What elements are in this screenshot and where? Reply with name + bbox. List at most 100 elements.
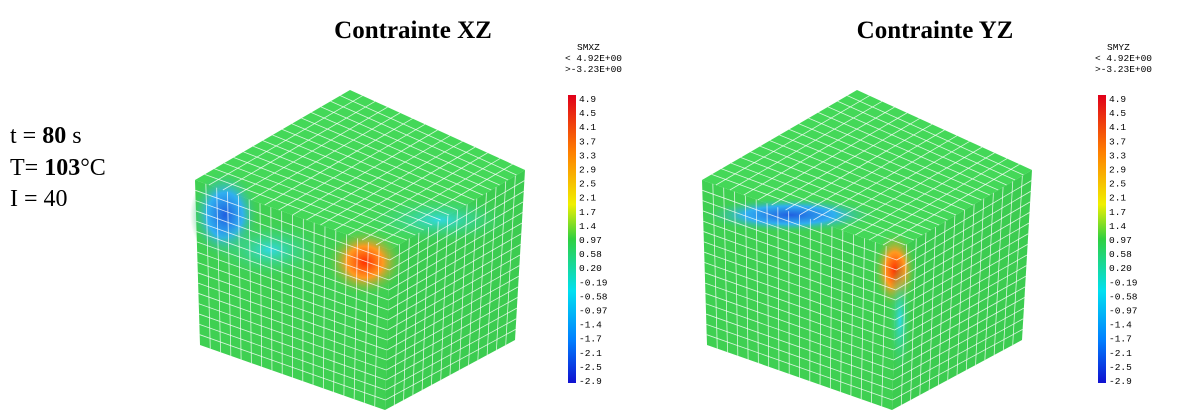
legend-level: 4.9 <box>579 94 596 105</box>
mesh-line <box>388 212 523 291</box>
color-bar <box>568 95 576 383</box>
mesh-line <box>311 112 492 191</box>
legend-level: 4.1 <box>1109 122 1126 133</box>
mesh-line <box>893 286 1026 361</box>
legend-level: 2.5 <box>579 179 596 190</box>
legend-level: 1.7 <box>579 207 596 218</box>
mesh-line <box>330 100 509 181</box>
legend-title: SMYZ <box>1107 42 1130 53</box>
cube-face <box>892 170 1032 410</box>
mesh-line <box>385 307 518 381</box>
mesh-line <box>386 286 519 361</box>
legend-level: 2.9 <box>579 165 596 176</box>
mesh-line <box>896 190 1031 271</box>
mesh-line <box>893 265 1027 341</box>
mesh-line <box>195 189 390 261</box>
condition: I = 40 <box>10 186 68 212</box>
mesh-line <box>198 293 387 361</box>
panel-title: Contrainte YZ <box>857 17 1014 44</box>
mesh-line <box>198 303 387 371</box>
mesh-line <box>703 231 896 301</box>
legend-level: -2.5 <box>579 362 602 373</box>
mesh-line <box>818 112 999 191</box>
legend-level: 0.58 <box>579 249 602 260</box>
mesh-line <box>223 162 416 236</box>
mesh-line <box>705 303 894 371</box>
mesh-line <box>386 265 520 341</box>
legend-max: < 4.92E+00 <box>1095 53 1152 64</box>
legend-level: -0.19 <box>1109 277 1138 288</box>
legend-level: 2.5 <box>1109 179 1126 190</box>
legend-level: 0.20 <box>579 263 602 274</box>
mesh-line <box>197 262 388 331</box>
mesh-line <box>243 151 433 226</box>
mesh-line <box>197 272 388 341</box>
panel: Contrainte XZ SMXZ< 4.92E+00>-3.23E+00 4.9… <box>190 17 622 410</box>
condition: t = 80 s <box>10 123 82 149</box>
mesh-line <box>262 140 450 216</box>
mesh-line <box>706 323 893 391</box>
mesh-line <box>894 244 1028 321</box>
mesh-line <box>387 233 522 311</box>
legend-level: -2.9 <box>1109 376 1132 387</box>
mesh-line <box>895 212 1030 291</box>
mesh-line <box>702 200 897 271</box>
legend-title: SMXZ <box>577 42 600 53</box>
mesh-line <box>789 129 974 206</box>
legend-level: 4.9 <box>1109 94 1126 105</box>
stress-region <box>325 227 405 297</box>
mesh-line <box>252 145 441 221</box>
mesh-line <box>706 334 893 401</box>
legend-level: 3.3 <box>1109 150 1126 161</box>
legend-level: 4.5 <box>579 108 596 119</box>
mesh-line <box>387 254 521 331</box>
mesh-line <box>808 117 990 196</box>
mesh-line <box>388 222 523 301</box>
mesh-line <box>847 95 1024 176</box>
mesh-line <box>198 313 387 381</box>
mesh-line <box>837 100 1016 181</box>
legend-level: 1.7 <box>1109 207 1126 218</box>
legend-level: -2.5 <box>1109 362 1132 373</box>
legend-level: 2.1 <box>1109 193 1126 204</box>
stress-region <box>210 220 330 280</box>
mesh-line <box>340 95 517 176</box>
mesh-line <box>893 297 1025 371</box>
mesh-line <box>705 293 894 361</box>
mesh-line <box>798 123 982 201</box>
legend-max: < 4.92E+00 <box>565 53 622 64</box>
mesh-line <box>702 210 897 281</box>
mesh-line <box>895 201 1031 281</box>
mesh-line <box>711 173 906 246</box>
mesh-line <box>282 129 467 206</box>
legend-level: 1.4 <box>579 221 596 232</box>
mesh-line <box>769 140 957 216</box>
mesh-line <box>750 151 940 226</box>
condition-text: I = 40 <box>10 186 68 212</box>
mesh-line <box>721 168 915 241</box>
condition-value: 103 <box>44 155 80 181</box>
legend-level: -0.58 <box>579 291 608 302</box>
mesh-line <box>272 134 458 211</box>
mesh-line <box>197 282 388 351</box>
legend-level: -0.19 <box>579 277 608 288</box>
cube-face <box>702 90 1032 250</box>
mesh-line <box>389 190 524 271</box>
panel-title: Contrainte XZ <box>334 17 492 44</box>
mesh-line <box>385 318 517 391</box>
mesh-line <box>196 220 389 291</box>
mesh-line <box>291 123 475 201</box>
mesh-line <box>385 329 516 401</box>
mesh-line <box>204 173 399 246</box>
mesh-line <box>896 180 1032 261</box>
legend-level: 3.3 <box>579 150 596 161</box>
legend-level: 0.20 <box>1109 263 1132 274</box>
mesh-line <box>703 241 896 311</box>
mesh-line <box>704 251 895 321</box>
mesh-line <box>301 117 483 196</box>
mesh-line <box>893 275 1026 351</box>
mesh-line <box>389 180 525 261</box>
